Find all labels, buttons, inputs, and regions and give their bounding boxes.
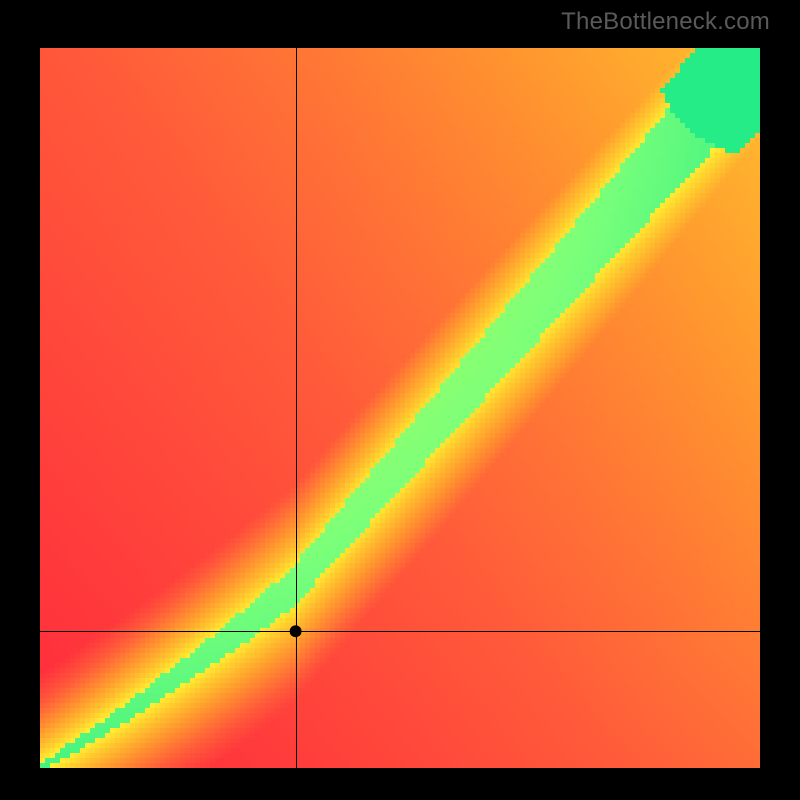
watermark-text: TheBottleneck.com [561,8,770,36]
root-container: TheBottleneck.com [0,0,800,800]
bottleneck-heatmap [40,48,760,768]
plot-area [40,48,760,768]
